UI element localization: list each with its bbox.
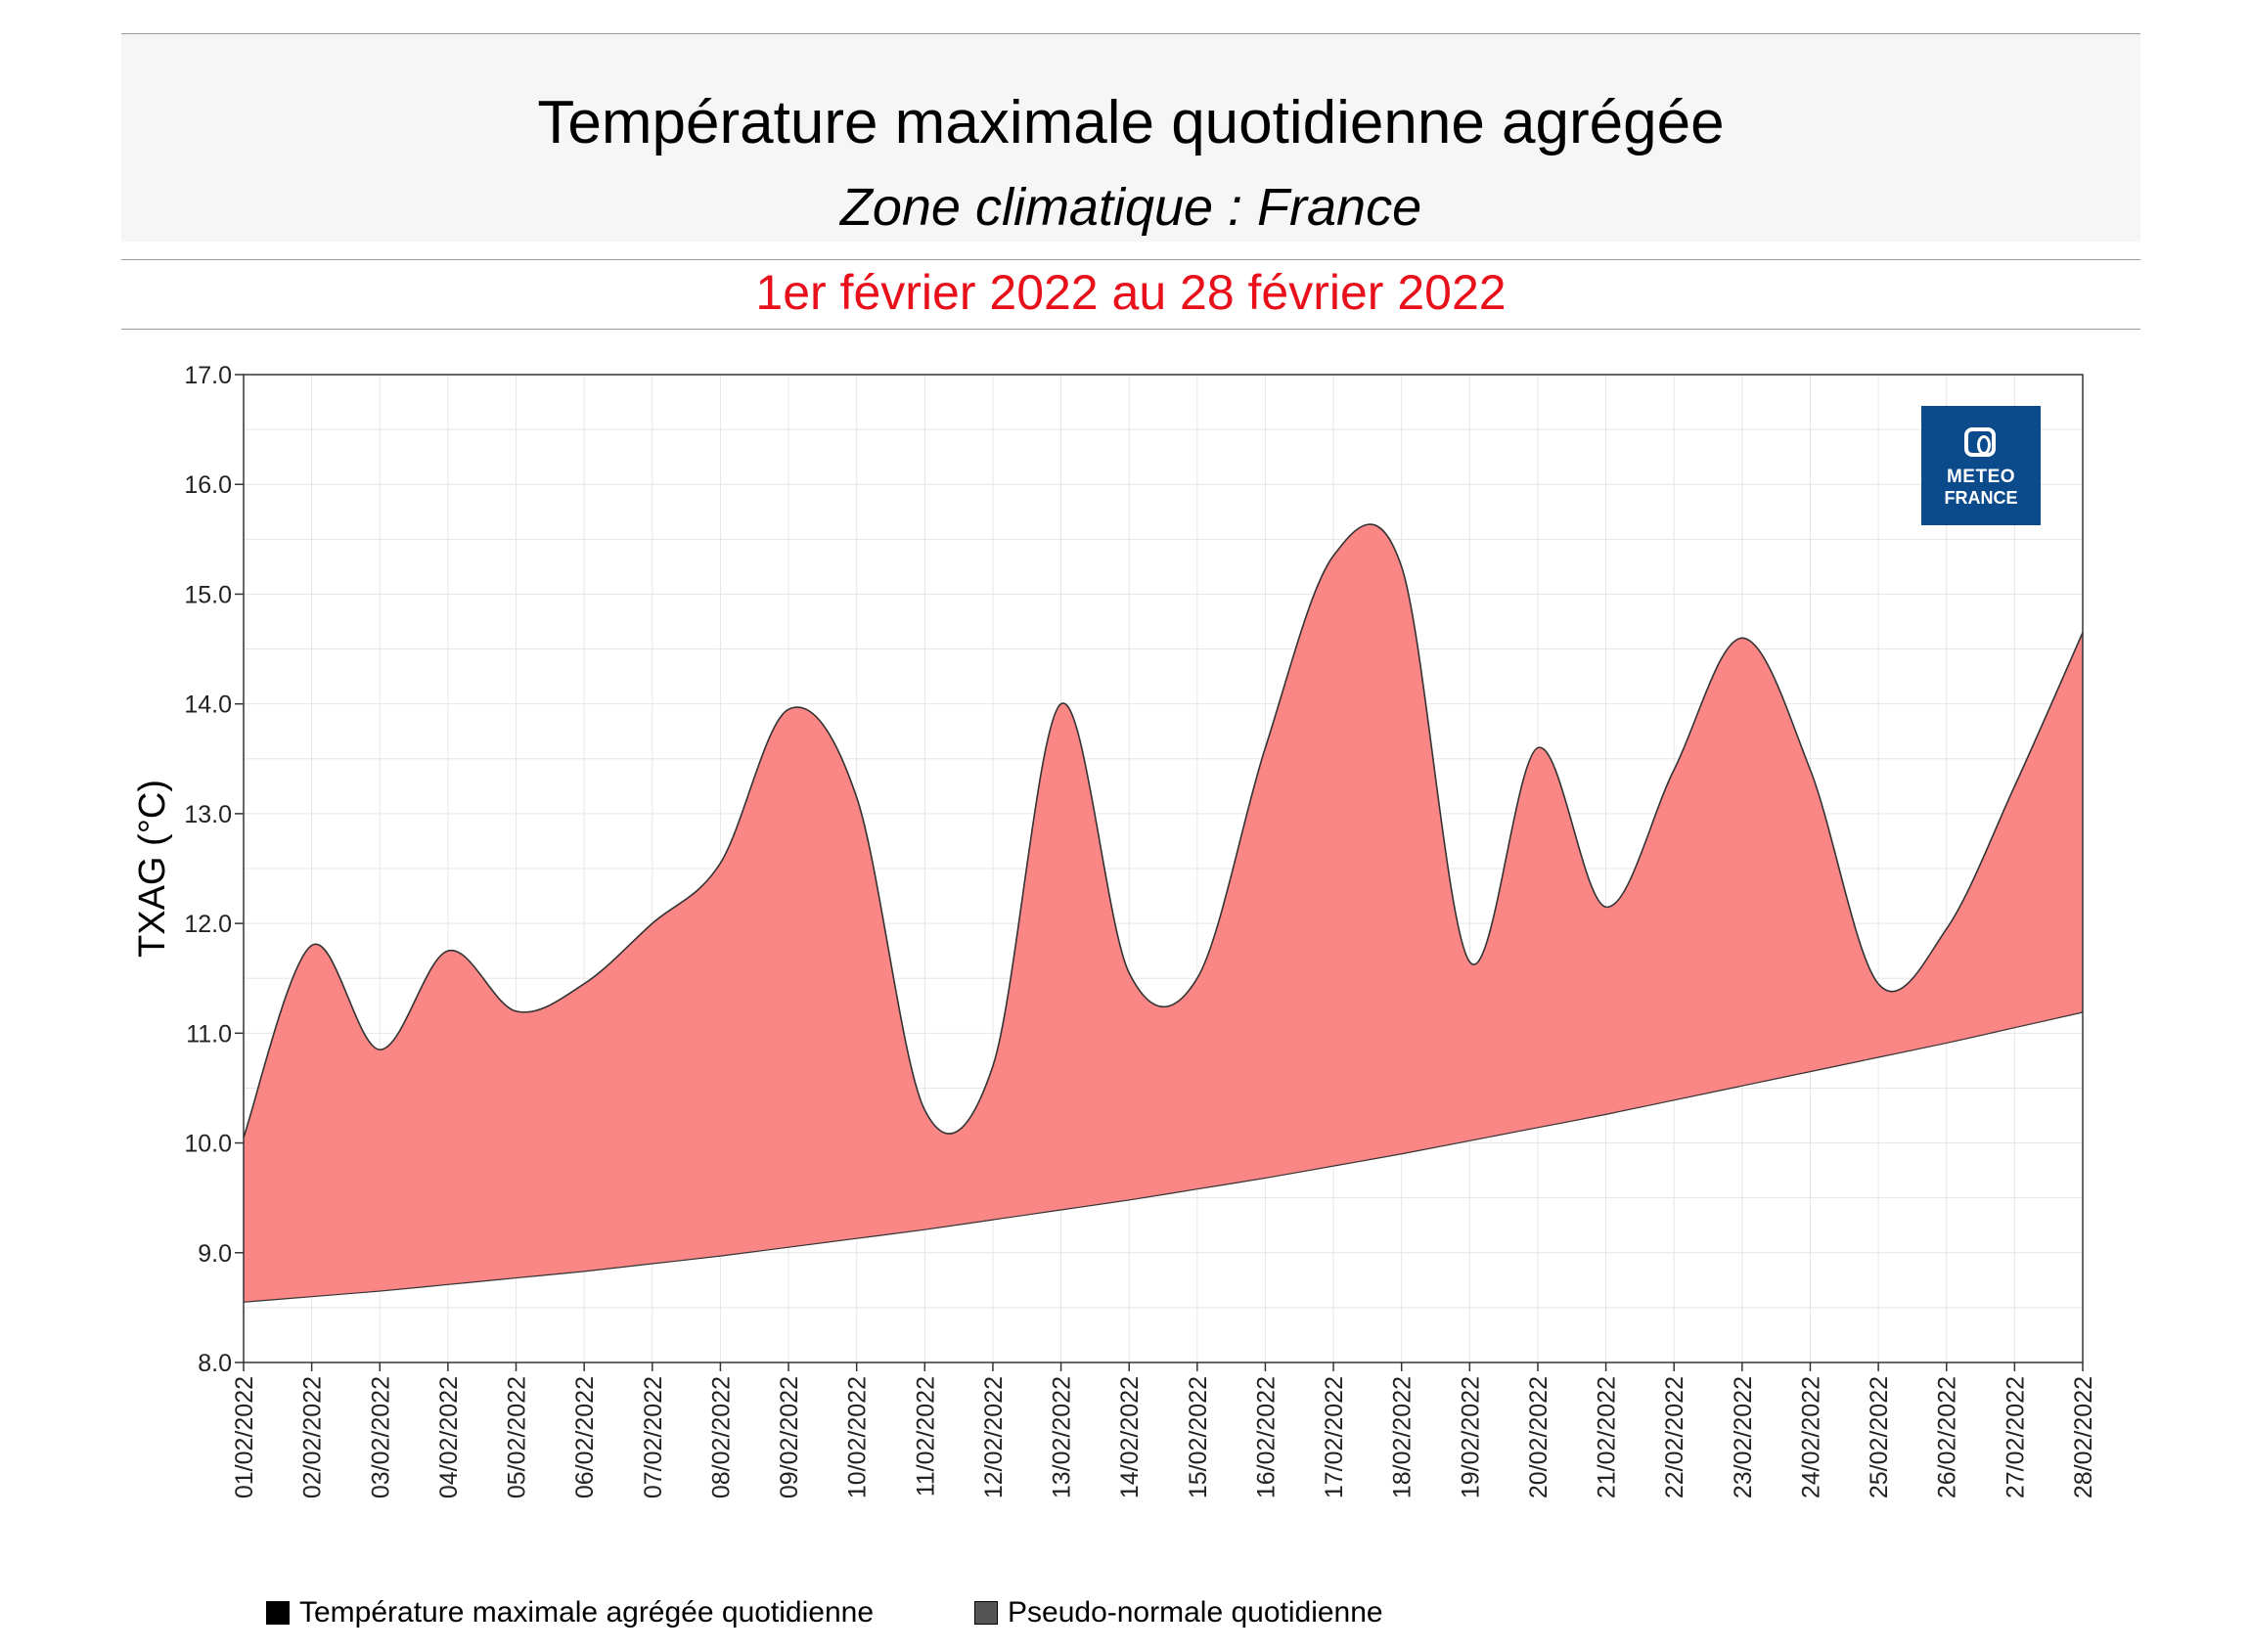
- y-tick-label: 12.0: [184, 911, 232, 938]
- y-tick-label: 15.0: [184, 581, 232, 608]
- temperature-chart: 8.0 9.0 10.0 11.0 12.0 13.0 14.0 15.0 16.0 17.0 01…: [132, 362, 2097, 1498]
- series-line-normal: [243, 1011, 2084, 1303]
- x-tick-label: 28/02/2022: [2070, 1376, 2097, 1498]
- x-tick-label: 12/02/2022: [980, 1376, 1008, 1498]
- y-tick-label: 14.0: [184, 692, 232, 719]
- x-tick-label: 17/02/2022: [1321, 1376, 1348, 1498]
- period-panel: 1er février 2022 au 28 février 2022: [121, 259, 2140, 330]
- x-tick-label: 16/02/2022: [1252, 1376, 1280, 1498]
- x-tick-label: 24/02/2022: [1797, 1376, 1824, 1498]
- x-tick-label: 26/02/2022: [1934, 1376, 1961, 1498]
- x-tick-label: 13/02/2022: [1049, 1376, 1076, 1498]
- legend-item-temperature: Température maximale agrégée quotidienne: [266, 1596, 874, 1630]
- x-tick-label: 20/02/2022: [1525, 1376, 1552, 1498]
- x-tick-label: 15/02/2022: [1185, 1376, 1212, 1498]
- x-tick-label: 01/02/2022: [231, 1376, 258, 1498]
- x-tick-label: 18/02/2022: [1389, 1376, 1417, 1498]
- x-tick-label: 21/02/2022: [1594, 1376, 1621, 1498]
- x-tick-label: 08/02/2022: [707, 1376, 735, 1498]
- y-tick-label: 16.0: [184, 471, 232, 499]
- y-tick-label: 13.0: [184, 801, 232, 828]
- x-tick-label: 03/02/2022: [367, 1376, 394, 1498]
- y-tick-label: 8.0: [198, 1350, 232, 1377]
- x-tick-label: 04/02/2022: [435, 1376, 463, 1498]
- logo-text-line2: FRANCE: [1944, 488, 2018, 508]
- x-tick-label: 27/02/2022: [2002, 1376, 2029, 1498]
- x-tick-label: 25/02/2022: [1866, 1376, 1893, 1498]
- x-tick-label: 22/02/2022: [1661, 1376, 1688, 1498]
- series-line-temperature: [243, 523, 2084, 1139]
- anomaly-area: [244, 524, 2083, 1303]
- legend-swatch-temperature: [266, 1601, 290, 1625]
- y-tick-label: 9.0: [198, 1240, 232, 1268]
- x-tick-label: 07/02/2022: [640, 1376, 667, 1498]
- logo-mark-icon: [1964, 427, 1996, 457]
- period-label: 1er février 2022 au 28 février 2022: [755, 265, 1507, 320]
- legend-swatch-normal: [974, 1601, 998, 1625]
- legend-item-normal: Pseudo-normale quotidienne: [974, 1596, 1383, 1630]
- y-tick-label: 10.0: [184, 1131, 232, 1158]
- x-tick-label: 09/02/2022: [776, 1376, 803, 1498]
- y-tick-label: 11.0: [186, 1020, 232, 1048]
- title-panel: Température maximale quotidienne agrégée…: [121, 33, 2140, 242]
- logo-text-line1: METEO: [1946, 467, 2016, 487]
- y-axis-label: TXAG (°C): [132, 780, 173, 958]
- legend-label-normal: Pseudo-normale quotidienne: [1008, 1596, 1383, 1629]
- chart-subtitle: Zone climatique : France: [839, 178, 1422, 237]
- legend-label-temperature: Température maximale agrégée quotidienne: [299, 1596, 875, 1629]
- x-tick-label: 05/02/2022: [504, 1376, 531, 1498]
- plot-frame: [243, 374, 2084, 1363]
- y-tick-label: 17.0: [184, 362, 232, 389]
- x-tick-label: 02/02/2022: [299, 1376, 327, 1498]
- x-tick-label: 14/02/2022: [1116, 1376, 1144, 1498]
- x-tick-label: 19/02/2022: [1457, 1376, 1484, 1498]
- x-tick-label: 23/02/2022: [1730, 1376, 1757, 1498]
- x-tick-label: 10/02/2022: [844, 1376, 872, 1498]
- x-tick-label: 06/02/2022: [571, 1376, 599, 1498]
- x-tick-label: 11/02/2022: [912, 1376, 939, 1496]
- meteo-france-logo: METEO FRANCE: [1921, 406, 2041, 525]
- chart-title: Température maximale quotidienne agrégée: [537, 89, 1725, 156]
